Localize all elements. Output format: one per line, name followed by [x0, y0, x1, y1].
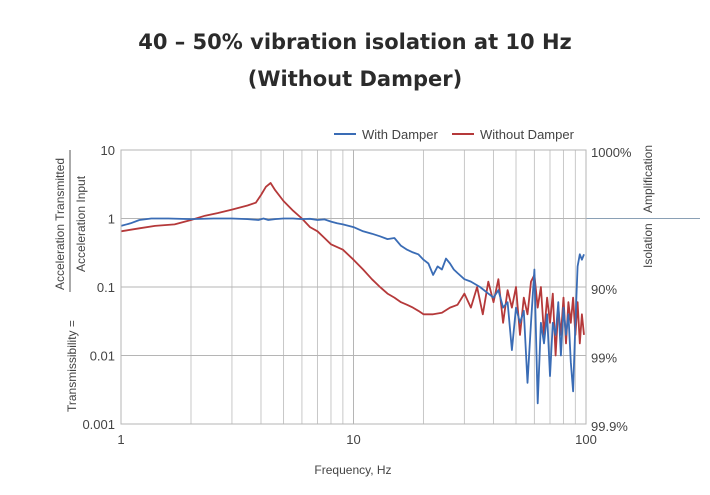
series-lines: [120, 182, 585, 405]
chart-title: 40 – 50% vibration isolation at 10 Hz: [138, 30, 572, 54]
series-line-without-damper: [120, 182, 585, 357]
y-axis-label-denominator: Acceleration Input: [74, 175, 88, 272]
series-line-with-damper: [120, 217, 585, 405]
x-axis-label: Frequency, Hz: [314, 463, 391, 477]
chart-subtitle: (Without Damper): [247, 67, 463, 91]
right-tick-label: 99.9%: [591, 419, 628, 434]
y-tick-label: 0.001: [82, 417, 115, 432]
legend-label-without-damper: Without Damper: [480, 127, 575, 142]
y-tick-label: 1: [108, 212, 115, 227]
plot-frame: [120, 149, 587, 425]
axes: 0.001 0.01 0.1 1 10 1 10 100 1000% 90% 99% 99.9%: [82, 143, 631, 447]
x-tick-label: 10: [346, 432, 360, 447]
y-tick-label: 0.1: [97, 280, 115, 295]
amplification-label: Amplification: [641, 145, 655, 213]
y-tick-label: 0.01: [90, 349, 115, 364]
legend: With Damper Without Damper: [334, 127, 575, 142]
x-tick-label: 100: [575, 432, 597, 447]
right-tick-label: 99%: [591, 351, 617, 366]
legend-label-with-damper: With Damper: [362, 127, 439, 142]
y-tick-label: 10: [101, 143, 115, 158]
right-tick-label: 1000%: [591, 145, 632, 160]
y-axis-label: Transmissibility = Acceleration Transmit…: [53, 150, 88, 412]
grid: [121, 150, 700, 424]
isolation-label: Isolation: [641, 223, 655, 268]
y-axis-label-numerator: Acceleration Transmitted: [53, 158, 67, 290]
x-tick-label: 1: [117, 432, 124, 447]
right-tick-label: 90%: [591, 282, 617, 297]
y-axis-label-prefix: Transmissibility =: [65, 320, 79, 412]
